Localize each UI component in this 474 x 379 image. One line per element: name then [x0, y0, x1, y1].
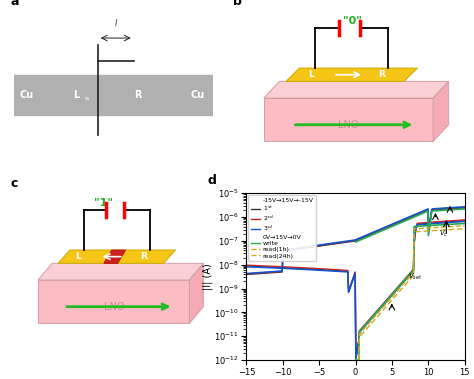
Polygon shape — [38, 280, 190, 323]
Text: L: L — [75, 252, 81, 261]
Text: Cu: Cu — [19, 90, 33, 100]
Text: w: w — [85, 96, 89, 100]
Polygon shape — [286, 68, 418, 81]
Bar — [14, 75, 213, 115]
Polygon shape — [264, 98, 433, 141]
Text: L: L — [308, 70, 313, 79]
Text: R: R — [378, 70, 385, 79]
Text: b: b — [233, 0, 241, 8]
Text: LNO: LNO — [338, 120, 359, 130]
Text: LNO: LNO — [99, 147, 128, 160]
Text: a: a — [10, 0, 19, 8]
Text: c: c — [10, 177, 18, 190]
Text: $V_{set}$: $V_{set}$ — [408, 272, 422, 282]
Text: $l$: $l$ — [114, 17, 118, 28]
Polygon shape — [264, 81, 448, 98]
Text: LNO: LNO — [103, 302, 124, 312]
Text: R: R — [140, 252, 147, 261]
Text: "0": "0" — [343, 16, 362, 27]
Y-axis label: |I| (A): |I| (A) — [202, 263, 213, 290]
Polygon shape — [38, 263, 203, 280]
Text: 100nm: 100nm — [163, 168, 188, 174]
Text: $V_c$: $V_c$ — [439, 229, 448, 240]
Text: d: d — [207, 174, 216, 186]
Legend: -15V→15V→-15V, 1$^{st}$, 2$^{nd}$, 3$^{rd}$, 0V→15V→0V, write, read(1h), read(24: -15V→15V→-15V, 1$^{st}$, 2$^{nd}$, 3$^{r… — [248, 195, 316, 261]
Polygon shape — [58, 250, 175, 263]
Text: L: L — [73, 90, 79, 100]
Text: R: R — [134, 90, 141, 100]
Polygon shape — [190, 263, 203, 323]
Polygon shape — [104, 250, 126, 263]
Text: "1": "1" — [94, 198, 113, 208]
Polygon shape — [433, 81, 448, 141]
Text: Cu: Cu — [190, 90, 204, 100]
